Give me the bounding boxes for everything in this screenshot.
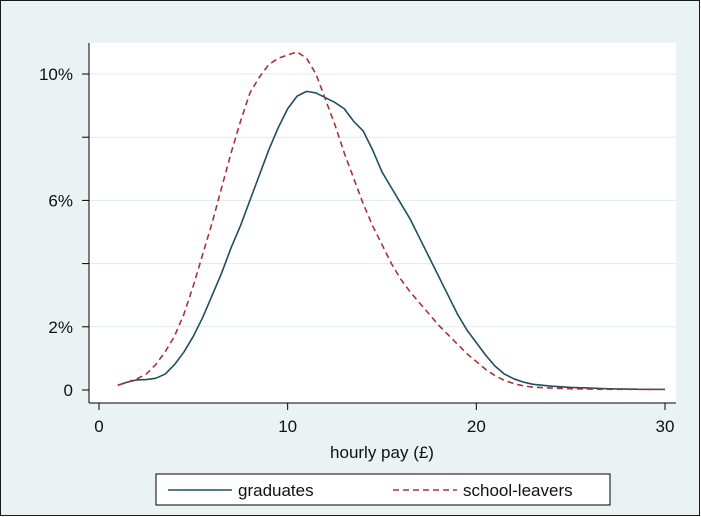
y-ticks: 0 2% 6% 10%: [39, 65, 89, 400]
series-line-school-leavers: [117, 51, 665, 391]
x-tick-label-2: 20: [467, 417, 486, 436]
x-tick-label-0: 0: [94, 417, 103, 436]
axes-layer: [88, 43, 676, 404]
x-axis-title: hourly pay (£): [330, 443, 434, 462]
x-tick-label-1: 10: [278, 417, 297, 436]
series-line-graduates: [117, 90, 665, 391]
x-tick-label-3: 30: [656, 417, 675, 436]
y-tick-label-1: 2%: [48, 318, 73, 337]
legend-box: [155, 473, 611, 506]
series-layer: [117, 51, 665, 391]
plot-area: [89, 43, 676, 403]
y-tick-label-3: 6%: [48, 191, 73, 210]
legend-label-school-leavers: school-leavers: [463, 481, 573, 500]
x-ticks: 0 10 20 30: [94, 403, 674, 436]
legend-label-graduates: graduates: [238, 481, 314, 500]
y-tick-label-5: 10%: [39, 65, 73, 84]
legend: graduates school-leavers: [155, 473, 611, 506]
grid-layer: [89, 73, 676, 328]
y-tick-label-0: 0: [64, 381, 73, 400]
